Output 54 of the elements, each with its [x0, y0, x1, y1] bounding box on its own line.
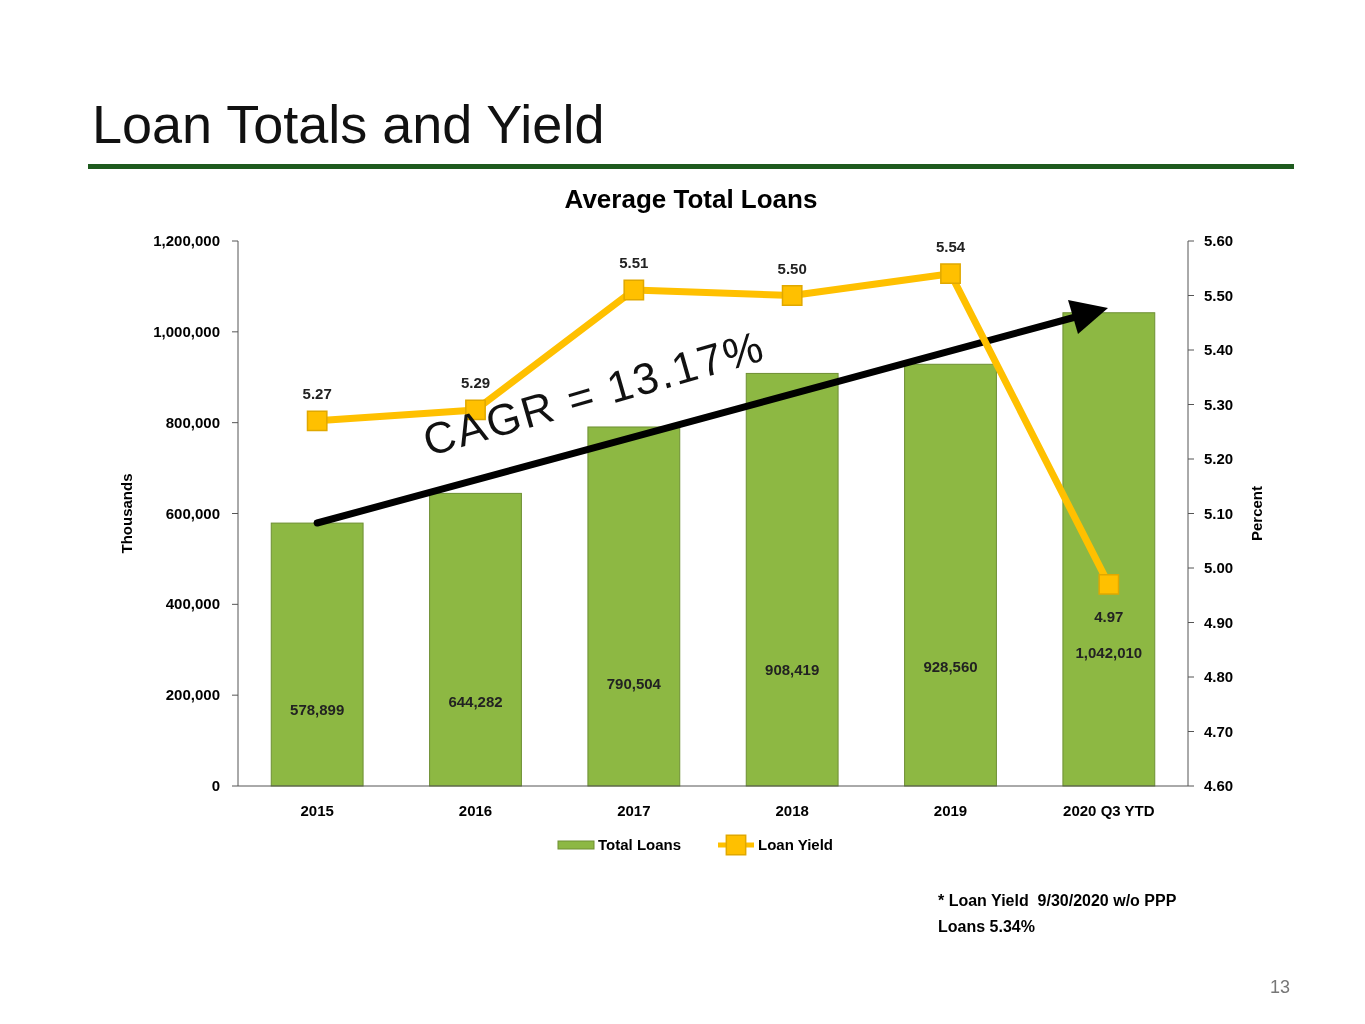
data-label: 5.51	[619, 254, 649, 272]
y-tick-label: 400,000	[165, 595, 220, 613]
bar	[904, 363, 997, 787]
y2-tick-label: 4.90	[1204, 613, 1234, 631]
point	[306, 410, 328, 432]
y2-tick-label: 5.00	[1204, 559, 1234, 576]
y-tick-label: 1,000,000	[153, 322, 220, 340]
data-label: 928,560	[923, 658, 978, 676]
x-tick-label: 2018	[775, 802, 809, 819]
data-label: 5.54	[935, 237, 966, 255]
chart-title: Loan Totals and Yield	[92, 94, 605, 154]
data-label: 790,504	[606, 675, 662, 693]
y-tick-label: 800,000	[165, 413, 220, 431]
y2-tick-label: 5.20	[1204, 450, 1234, 467]
data-label: 644,282	[448, 692, 503, 710]
bar	[270, 522, 364, 787]
data-label: 908,419	[765, 660, 820, 678]
legend-label: Total Loans	[598, 836, 682, 853]
x-tick-label: 2017	[617, 802, 651, 819]
data-label: 1,042,010	[1075, 644, 1143, 662]
y-tick-label: 0	[211, 777, 220, 794]
chart-subtitle: Average Total Loans	[564, 184, 818, 214]
y2-tick-label: 5.60	[1204, 232, 1234, 249]
data-label: 578,899	[290, 701, 345, 719]
x-tick-label: 2019	[933, 802, 968, 819]
y-axis-title: Thousands	[118, 473, 135, 554]
point	[1098, 573, 1120, 595]
y2-tick-label: 4.70	[1204, 722, 1234, 740]
legend-label: Loan Yield	[758, 836, 834, 853]
data-label: 4.97	[1094, 608, 1124, 626]
text: * Loan Yield 9/30/2020 w/o PPP Loans 5.34%	[938, 891, 1178, 937]
y2-tick-label: 5.40	[1204, 341, 1234, 358]
point	[781, 285, 803, 306]
bar	[587, 426, 681, 787]
y2-axis-title: Percent	[1248, 485, 1265, 542]
point	[940, 263, 961, 285]
text: 13	[1269, 977, 1290, 997]
y2-tick-label: 5.50	[1204, 286, 1234, 304]
x-tick-label: 2020 Q3 YTD	[1063, 802, 1155, 819]
y2-tick-label: 4.80	[1204, 668, 1234, 685]
data-label: 5.27	[302, 384, 332, 402]
y2-tick-label: 4.60	[1204, 777, 1234, 794]
bar	[429, 492, 522, 787]
y-tick-label: 600,000	[165, 504, 220, 522]
x-tick-label: 2016	[458, 802, 493, 819]
y2-tick-label: 5.30	[1204, 395, 1234, 413]
y-tick-label: 1,200,000	[153, 232, 220, 249]
data-label: 5.29	[460, 373, 491, 391]
y2-tick-label: 5.10	[1204, 504, 1234, 522]
bar	[1062, 312, 1156, 787]
point	[623, 279, 645, 301]
x-tick-label: 2015	[300, 802, 334, 819]
y-tick-label: 200,000	[165, 686, 220, 704]
data-label: 5.50	[777, 259, 807, 277]
